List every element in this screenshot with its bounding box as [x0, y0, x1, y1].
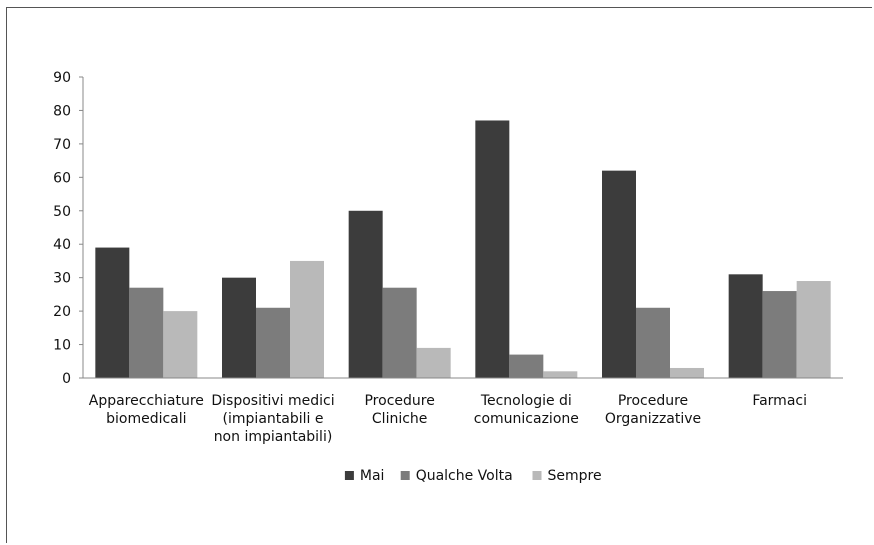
legend-label: Sempre [548, 468, 602, 484]
bar-sempre [163, 311, 198, 378]
x-category-label-line: Apparecchiature [89, 393, 204, 409]
x-category-label-line: Tecnologie di [480, 393, 572, 409]
x-category-label: Tecnologie di comunicazione [474, 393, 579, 427]
bar-mai [728, 274, 763, 378]
bar-mai [348, 210, 383, 378]
y-tick-label: 70 [53, 137, 71, 153]
y-tick-label: 0 [62, 371, 71, 387]
y-tick-label: 50 [53, 204, 71, 220]
y-tick-label: 30 [53, 271, 71, 287]
legend: Mai Qualche Volta Sempre [344, 468, 602, 484]
bar-mai [475, 120, 510, 378]
x-category-label: Procedure Organizzative [605, 393, 701, 427]
legend-item: Sempre [532, 468, 602, 484]
x-category-label-line: Farmaci [752, 393, 807, 409]
x-category-label-line: Procedure [618, 393, 688, 409]
legend-label: Mai [360, 468, 385, 484]
y-tick-label: 20 [53, 304, 71, 320]
bar-sempre [543, 371, 578, 378]
legend-swatch [532, 471, 542, 480]
bar-qualche-volta [382, 287, 417, 378]
y-tick-label: 10 [53, 338, 71, 354]
x-category-label-line: biomedicali [106, 411, 186, 427]
bars [95, 120, 831, 378]
x-category-label-line: non impiantabili) [214, 429, 333, 445]
bar-sempre [416, 347, 451, 378]
x-category-label-line: Procedure [364, 393, 434, 409]
bar-mai [222, 277, 256, 378]
bar-sempre [796, 281, 831, 378]
bar-qualche-volta [509, 354, 544, 378]
bar-sempre [290, 260, 324, 378]
legend-swatch [344, 471, 354, 480]
bar-qualche-volta [636, 307, 670, 378]
legend-swatch [400, 471, 410, 480]
bar-qualche-volta [762, 291, 797, 378]
legend-item: Mai [344, 468, 385, 484]
x-category-label-line: Organizzative [605, 411, 701, 427]
x-category-label-line: Cliniche [372, 411, 428, 427]
y-tick-label: 90 [53, 70, 71, 86]
chart-frame [6, 7, 872, 543]
x-category-label-line: comunicazione [474, 411, 579, 427]
x-axis: Apparecchiature biomedicali Dispositivi me… [83, 377, 843, 445]
legend-label: Qualche Volta [416, 468, 513, 484]
bar-qualche-volta [256, 307, 290, 378]
y-tick-label: 40 [53, 237, 71, 253]
x-category-label: Dispositivi medici (impiantabili e non imp… [211, 393, 334, 445]
y-tick-label: 80 [53, 103, 71, 119]
x-category-label-line: Dispositivi medici [211, 393, 334, 409]
x-category-label: Apparecchiature biomedicali [89, 393, 204, 427]
y-axis: 0 10 20 30 40 50 60 70 80 90 [53, 70, 84, 387]
bar-sempre [670, 367, 704, 378]
x-category-label: Farmaci [752, 393, 807, 409]
bar-mai [602, 170, 636, 378]
x-category-label-line: (impiantabili e [223, 411, 324, 427]
x-category-label: Procedure Cliniche [364, 393, 434, 427]
bar-mai [95, 247, 130, 378]
legend-item: Qualche Volta [400, 468, 513, 484]
bar-qualche-volta [129, 287, 164, 378]
y-tick-label: 60 [53, 170, 71, 186]
